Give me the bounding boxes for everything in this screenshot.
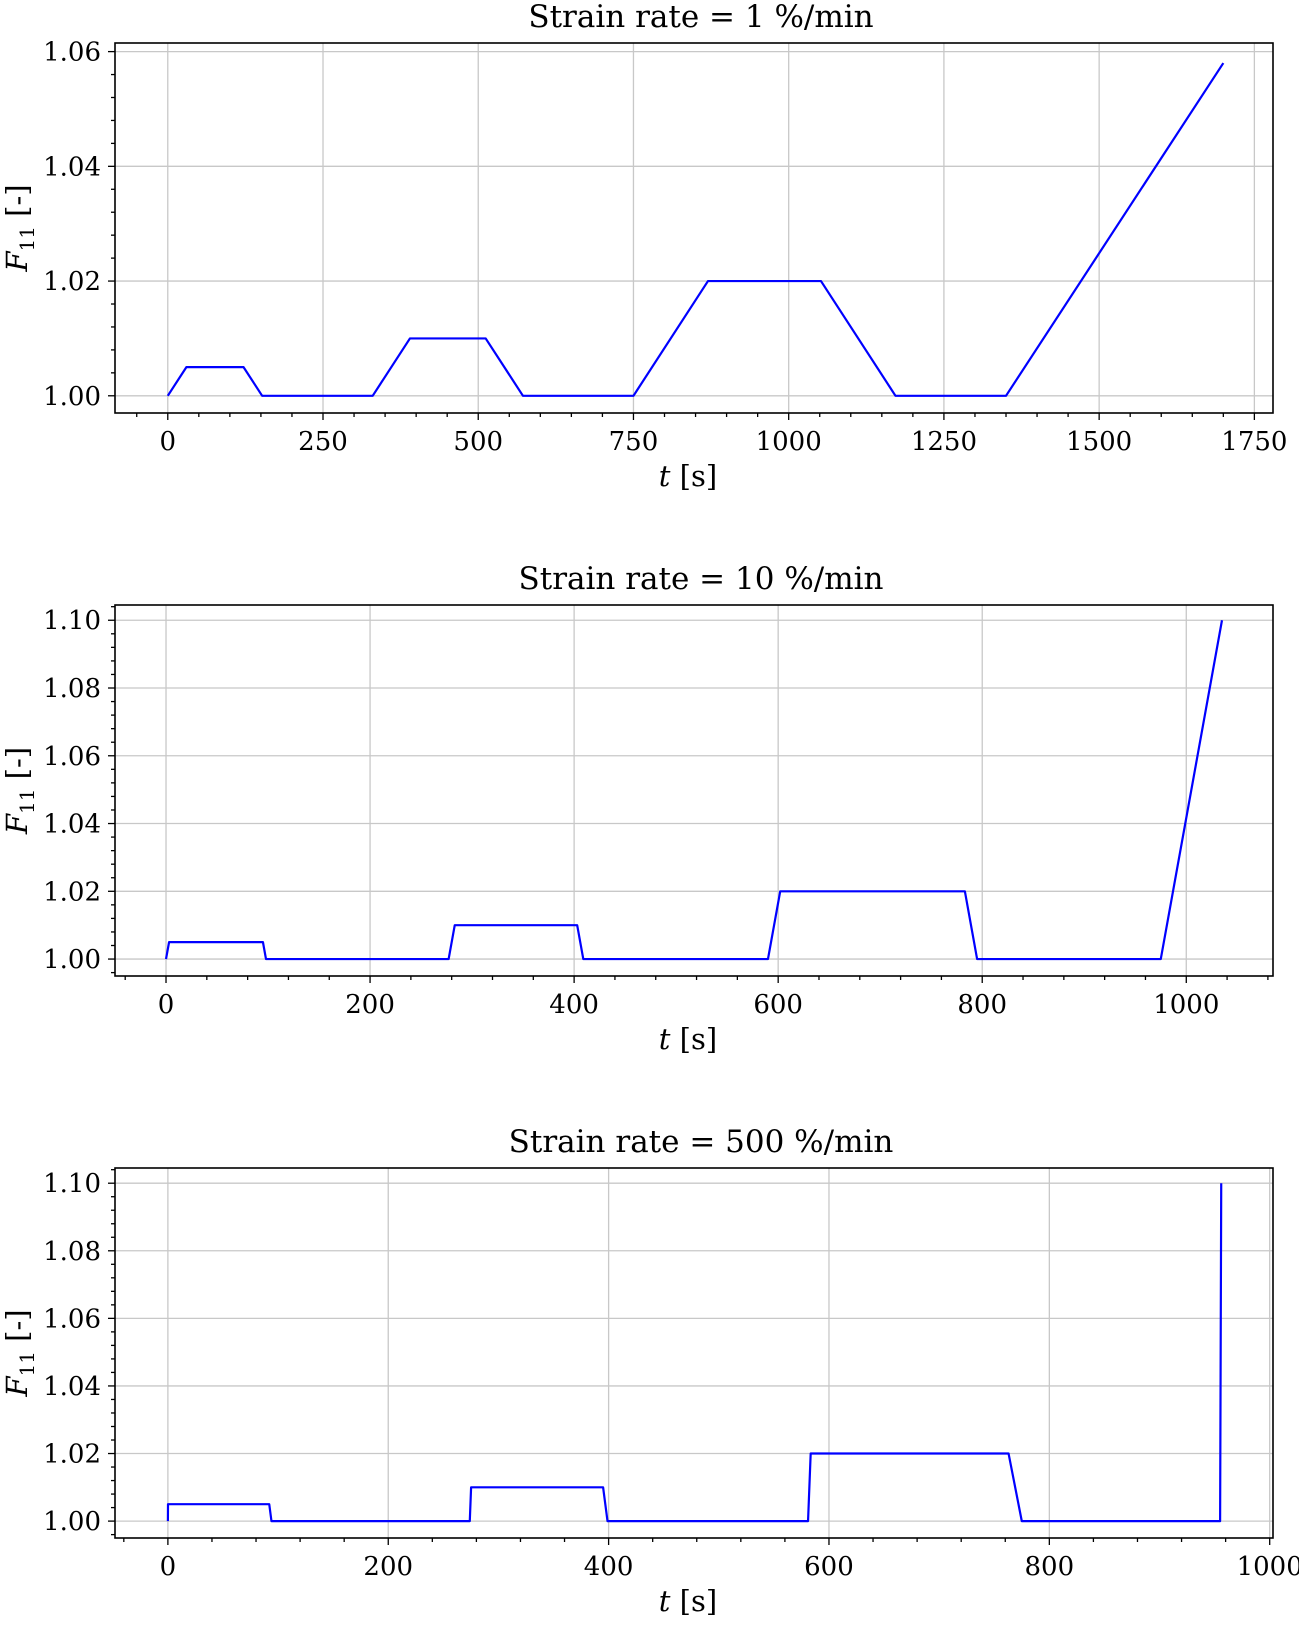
x-axis-unit: [s] <box>680 1584 718 1618</box>
x-tick-label: 1000 <box>1153 990 1219 1020</box>
y-axis-label: F11 [-] <box>0 747 39 835</box>
x-axis-label: t [s] <box>659 1022 717 1056</box>
x-axis-variable: t <box>659 459 671 493</box>
x-axis-label: t [s] <box>659 459 717 493</box>
x-axis-variable: t <box>659 1584 671 1618</box>
x-axis-space <box>670 459 679 493</box>
x-tick-label: 800 <box>1025 1552 1075 1582</box>
chart-title: Strain rate = 500 %/min <box>509 1124 894 1160</box>
y-tick-label: 1.00 <box>43 945 101 975</box>
x-axis-variable: t <box>659 1022 671 1056</box>
plot-frame <box>114 604 1274 977</box>
x-axis-space <box>670 1022 679 1056</box>
x-axis-space <box>670 1584 679 1618</box>
x-tick-label: 400 <box>584 1552 634 1582</box>
y-axis-subscript: 11 <box>15 1351 39 1376</box>
x-tick-label: 500 <box>453 427 503 457</box>
x-tick-label: 1750 <box>1221 427 1287 457</box>
y-tick-label: 1.06 <box>43 38 101 68</box>
x-axis-unit: [s] <box>680 459 718 493</box>
x-tick-label: 1000 <box>1237 1552 1299 1582</box>
y-tick-label: 1.08 <box>43 674 101 704</box>
y-axis-subscript: 11 <box>15 789 39 814</box>
subplot-3: 0 200 400 600 800 1000 1.00 1.02 1.04 1.06 1.08 1.1… <box>0 1124 1299 1618</box>
y-axis-space <box>0 217 34 226</box>
x-tick-label: 0 <box>160 427 177 457</box>
y-tick-label: 1.04 <box>43 152 101 182</box>
series-line <box>166 1183 1223 1523</box>
y-tick-label: 1.08 <box>43 1237 101 1267</box>
y-tick-label: 1.02 <box>43 267 101 297</box>
y-axis-subscript: 11 <box>15 226 39 251</box>
plot-frame <box>114 1167 1274 1539</box>
series-line <box>166 62 1225 397</box>
y-tick-label: 1.04 <box>43 1372 101 1402</box>
y-axis-unit: [-] <box>0 747 34 779</box>
chart-title: Strain rate = 1 %/min <box>528 0 873 35</box>
y-tick-label: 1.00 <box>43 1507 101 1537</box>
y-tick-label: 1.06 <box>43 1304 101 1334</box>
x-tick-label: 1500 <box>1066 427 1132 457</box>
x-tick-label: 200 <box>363 1552 413 1582</box>
y-tick-label: 1.04 <box>43 810 101 840</box>
x-tick-label: 1250 <box>911 427 977 457</box>
x-axis-label: t [s] <box>659 1584 717 1618</box>
chart-title: Strain rate = 10 %/min <box>519 561 884 597</box>
plot-frame <box>114 42 1274 414</box>
series-line <box>164 620 1224 961</box>
subplot-1: 0 250 500 750 1000 1250 1500 1750 1.00 1.02 1.04 1.… <box>0 0 1287 493</box>
y-axis-unit: [-] <box>0 184 34 216</box>
subplot-2: 0 200 400 600 800 1000 1.00 1.02 1.04 1.06 1.08 1.1… <box>0 561 1274 1056</box>
x-axis-unit: [s] <box>680 1022 718 1056</box>
y-tick-label: 1.06 <box>43 742 101 772</box>
y-tick-label: 1.02 <box>43 1440 101 1470</box>
x-tick-label: 600 <box>804 1552 854 1582</box>
x-tick-label: 800 <box>957 990 1007 1020</box>
x-tick-label: 750 <box>609 427 659 457</box>
x-tick-label: 0 <box>158 990 175 1020</box>
y-tick-label: 1.00 <box>43 382 101 412</box>
y-tick-label: 1.10 <box>43 606 101 636</box>
y-axis-space <box>0 779 34 788</box>
x-tick-label: 0 <box>160 1552 177 1582</box>
x-tick-label: 250 <box>298 427 348 457</box>
y-axis-unit: [-] <box>0 1309 34 1341</box>
x-tick-label: 200 <box>345 990 395 1020</box>
y-axis-variable: F <box>0 251 34 273</box>
y-axis-space <box>0 1342 34 1351</box>
y-tick-label: 1.02 <box>43 877 101 907</box>
y-axis-variable: F <box>0 1376 34 1398</box>
y-axis-label: F11 [-] <box>0 184 39 272</box>
y-tick-label: 1.10 <box>43 1169 101 1199</box>
y-axis-variable: F <box>0 813 34 835</box>
y-axis-label: F11 [-] <box>0 1309 39 1397</box>
x-tick-label: 600 <box>753 990 803 1020</box>
x-tick-label: 1000 <box>756 427 822 457</box>
x-tick-label: 400 <box>549 990 599 1020</box>
